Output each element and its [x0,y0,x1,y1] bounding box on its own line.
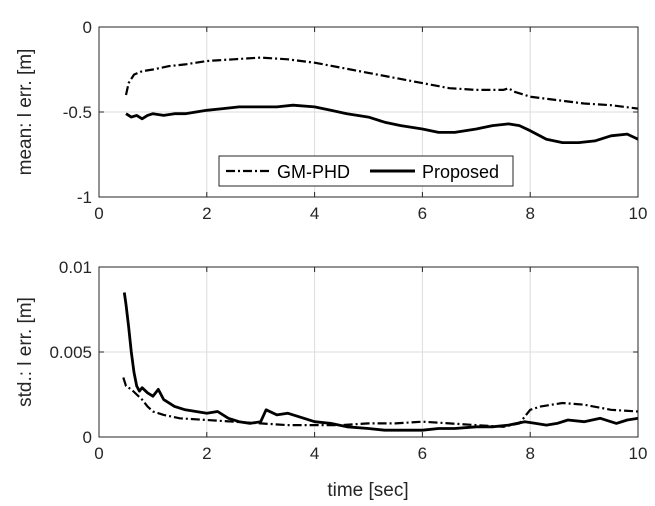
top-series-lines [124,56,639,145]
bottom-xtick-label: 8 [525,444,534,463]
legend-label-proposed: Proposed [422,162,499,182]
bottom-xtick-label: 10 [629,444,648,463]
top-ytick-label: -0.5 [63,103,92,122]
top-xtick-label: 2 [202,204,211,223]
legend-label-gm-phd: GM-PHD [277,162,350,182]
top-ylabel: mean: l err. [m] [15,49,36,176]
bottom-ticks: 0 2 4 6 8 10 0 0.005 0.01 [49,258,647,463]
bottom-series-gm-phd-line [122,377,639,428]
bottom-series-proposed-line [122,292,639,432]
legend: GM-PHD Proposed [218,155,514,187]
top-ytick-label: 0 [83,18,92,37]
top-xtick-label: 8 [525,204,534,223]
bottom-ylabel: std.: l err. [m] [15,297,36,407]
bottom-xtick-label: 6 [418,444,427,463]
bottom-xlabel: time [sec] [327,480,408,501]
top-xtick-label: 4 [310,204,319,223]
bottom-xtick-label: 2 [202,444,211,463]
top-ticks: 0 2 4 6 8 10 -1 -0.5 0 [63,18,648,223]
bottom-ytick-label: 0 [83,428,92,447]
bottom-ytick-label: 0.01 [59,258,92,277]
top-series-proposed-line [125,103,639,145]
bottom-xtick-label: 4 [310,444,319,463]
top-xtick-label: 0 [94,204,103,223]
bottom-ytick-label: 0.005 [49,343,92,362]
bottom-subplot: 0 2 4 6 8 10 0 0.005 0.01 std.: l err. [m] time … [15,258,647,501]
top-series-gm-phd-line [124,56,639,110]
top-xtick-label: 10 [629,204,648,223]
bottom-xtick-label: 0 [94,444,103,463]
top-ytick-label: -1 [77,188,92,207]
bottom-series-lines [122,292,639,432]
top-subplot: 0 2 4 6 8 10 -1 -0.5 0 mean: l err. [m] GM-PHD P… [15,18,647,223]
top-xtick-label: 6 [418,204,427,223]
